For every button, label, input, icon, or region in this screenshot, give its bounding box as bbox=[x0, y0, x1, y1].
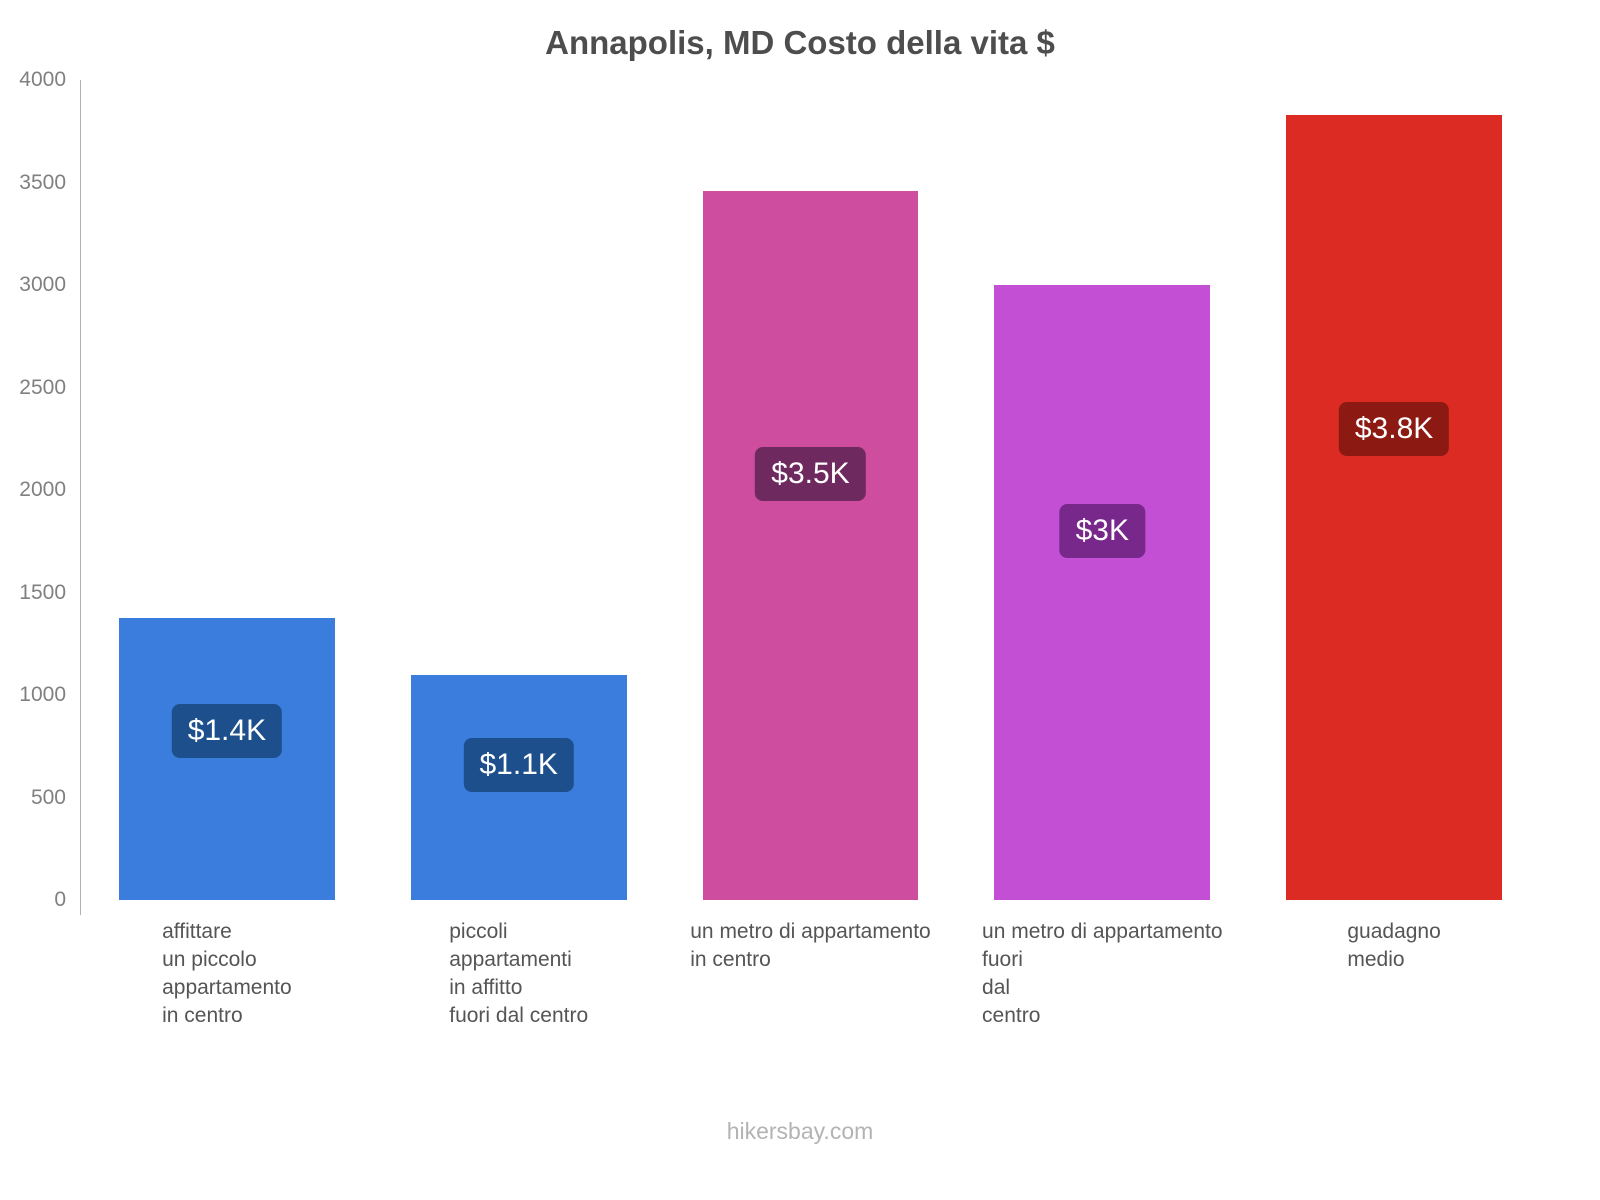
y-tick-label: 3000 bbox=[19, 273, 66, 296]
x-axis-label: guadagno medio bbox=[1347, 920, 1441, 971]
x-axis-label: piccoli appartamenti in affitto fuori da… bbox=[449, 920, 589, 1027]
plot-area: $1.4K $1.1K $3.5K $3K $3.8K bbox=[81, 80, 1540, 900]
x-label-slot: piccoli appartamenti in affitto fuori da… bbox=[373, 918, 665, 1030]
y-tick-label: 2000 bbox=[19, 478, 66, 501]
bar-slot: $3.5K bbox=[665, 80, 957, 900]
bar-slot: $3.8K bbox=[1248, 80, 1540, 900]
bar-value-label: $3.5K bbox=[755, 447, 866, 502]
y-tick-label: 3500 bbox=[19, 170, 66, 194]
bar-value-label: $3.8K bbox=[1338, 401, 1450, 456]
footer-watermark: hikersbay.com bbox=[726, 1118, 874, 1144]
x-label-slot: un metro di appartamento fuori dal centr… bbox=[956, 918, 1248, 1030]
y-tick-label: 1500 bbox=[19, 580, 66, 604]
bar-slot: $1.1K bbox=[373, 80, 665, 900]
bar-3[interactable]: $3K bbox=[994, 285, 1211, 900]
bar-slot: $1.4K bbox=[81, 80, 373, 900]
chart-title: Annapolis, MD Costo della vita $ bbox=[545, 24, 1055, 61]
y-tick-label: 4000 bbox=[19, 68, 66, 91]
x-axis-label: un metro di appartamento in centro bbox=[690, 920, 931, 971]
x-label-slot: un metro di appartamento in centro bbox=[665, 918, 957, 1030]
y-tick-label: 500 bbox=[30, 785, 66, 809]
bar-slot: $3K bbox=[956, 80, 1248, 900]
bar-4[interactable]: $3.8K bbox=[1286, 114, 1503, 900]
y-tick-label: 1000 bbox=[19, 683, 66, 706]
bar-0[interactable]: $1.4K bbox=[118, 618, 335, 900]
bar-value-label: $1.1K bbox=[463, 737, 574, 792]
x-label-slot: affittare un piccolo appartamento in cen… bbox=[81, 918, 373, 1030]
x-axis-label: affittare un piccolo appartamento in cen… bbox=[162, 920, 292, 1027]
x-labels-row: affittare un piccolo appartamento in cen… bbox=[81, 918, 1540, 1030]
bar-1[interactable]: $1.1K bbox=[410, 674, 627, 900]
bar-value-label: $1.4K bbox=[171, 703, 283, 758]
y-axis-line bbox=[80, 80, 81, 915]
bar-2[interactable]: $3.5K bbox=[702, 190, 919, 900]
x-axis-label: un metro di appartamento fuori dal centr… bbox=[982, 920, 1223, 1027]
y-tick-label: 2500 bbox=[19, 375, 66, 399]
y-axis: 4000 3500 3000 2500 2000 1500 1000 500 0 bbox=[0, 68, 72, 911]
bar-value-label: $3K bbox=[1059, 504, 1145, 558]
x-label-slot: guadagno medio bbox=[1248, 918, 1540, 1030]
y-tick-label: 0 bbox=[54, 888, 66, 911]
